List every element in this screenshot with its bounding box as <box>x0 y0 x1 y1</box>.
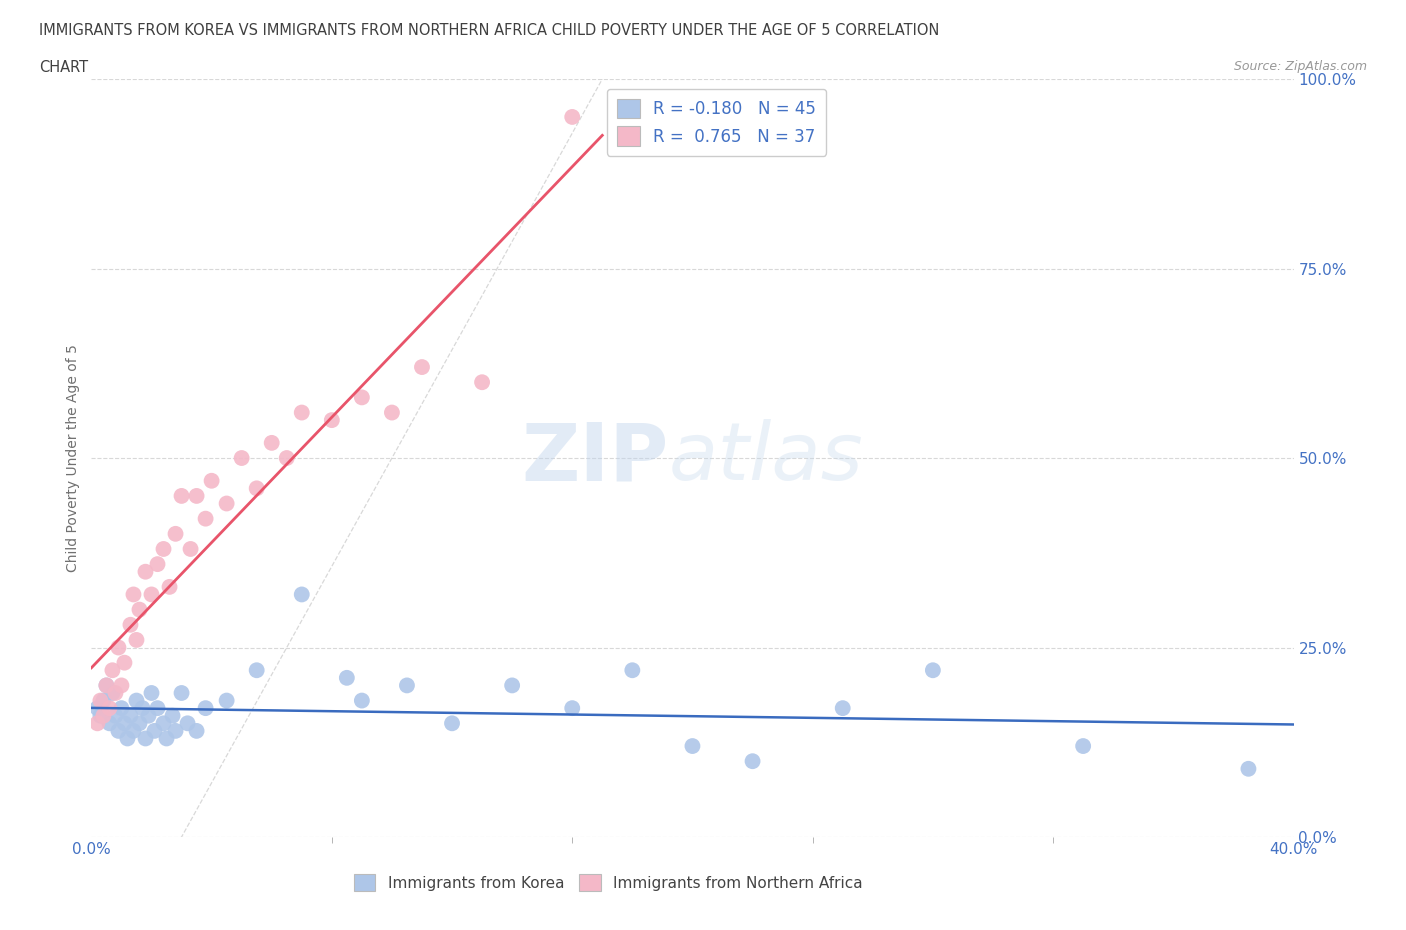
Point <box>107 640 129 655</box>
Point <box>165 724 187 738</box>
Point <box>321 413 343 428</box>
Point <box>194 700 217 715</box>
Point <box>246 481 269 496</box>
Point <box>89 693 111 708</box>
Point <box>186 488 208 503</box>
Point <box>122 587 145 602</box>
Point <box>131 700 153 715</box>
Point <box>93 693 115 708</box>
Point <box>260 435 283 450</box>
Legend: Immigrants from Korea, Immigrants from Northern Africa: Immigrants from Korea, Immigrants from N… <box>347 868 869 897</box>
Point <box>1237 762 1260 777</box>
Point <box>89 709 111 724</box>
Point <box>155 731 177 746</box>
Text: CHART: CHART <box>39 60 89 75</box>
Point <box>246 663 269 678</box>
Point <box>201 473 224 488</box>
Point <box>138 709 160 724</box>
Point <box>110 678 132 693</box>
Point <box>561 110 583 125</box>
Point <box>170 685 193 700</box>
Point <box>117 731 139 746</box>
Point <box>350 390 373 405</box>
Point <box>98 700 121 715</box>
Point <box>128 716 150 731</box>
Point <box>471 375 494 390</box>
Point <box>395 678 418 693</box>
Point <box>215 496 238 511</box>
Point <box>162 709 184 724</box>
Point <box>110 700 132 715</box>
Point <box>101 685 124 700</box>
Point <box>146 557 169 572</box>
Text: atlas: atlas <box>668 419 863 497</box>
Point <box>141 685 163 700</box>
Point <box>741 753 763 768</box>
Point <box>104 685 127 700</box>
Point <box>93 709 115 724</box>
Point <box>146 700 169 715</box>
Point <box>176 716 198 731</box>
Point <box>170 488 193 503</box>
Point <box>291 405 314 420</box>
Point <box>159 579 181 594</box>
Point <box>411 360 433 375</box>
Point <box>120 709 142 724</box>
Point <box>165 526 187 541</box>
Point <box>381 405 404 420</box>
Text: Source: ZipAtlas.com: Source: ZipAtlas.com <box>1233 60 1367 73</box>
Point <box>128 603 150 618</box>
Point <box>134 565 156 579</box>
Point <box>194 512 217 526</box>
Point <box>125 632 148 647</box>
Point <box>98 716 121 731</box>
Point <box>276 451 298 466</box>
Point <box>441 716 464 731</box>
Point <box>350 693 373 708</box>
Point <box>291 587 314 602</box>
Point <box>143 724 166 738</box>
Point <box>831 700 853 715</box>
Point <box>621 663 644 678</box>
Text: ZIP: ZIP <box>522 419 668 497</box>
Point <box>125 693 148 708</box>
Point <box>107 724 129 738</box>
Point <box>104 709 127 724</box>
Point <box>186 724 208 738</box>
Point <box>120 618 142 632</box>
Point <box>101 663 124 678</box>
Text: IMMIGRANTS FROM KOREA VS IMMIGRANTS FROM NORTHERN AFRICA CHILD POVERTY UNDER THE: IMMIGRANTS FROM KOREA VS IMMIGRANTS FROM… <box>39 23 939 38</box>
Point <box>86 700 108 715</box>
Point <box>1071 738 1094 753</box>
Point <box>152 541 174 556</box>
Point <box>231 451 253 466</box>
Point <box>215 693 238 708</box>
Point <box>96 678 118 693</box>
Point <box>134 731 156 746</box>
Point <box>141 587 163 602</box>
Y-axis label: Child Poverty Under the Age of 5: Child Poverty Under the Age of 5 <box>66 344 80 572</box>
Point <box>336 671 359 685</box>
Point <box>501 678 523 693</box>
Point <box>152 716 174 731</box>
Point <box>122 724 145 738</box>
Point <box>114 656 136 671</box>
Point <box>180 541 202 556</box>
Point <box>114 716 136 731</box>
Point <box>681 738 703 753</box>
Point <box>86 716 108 731</box>
Point <box>96 678 118 693</box>
Point <box>561 700 583 715</box>
Point <box>922 663 945 678</box>
